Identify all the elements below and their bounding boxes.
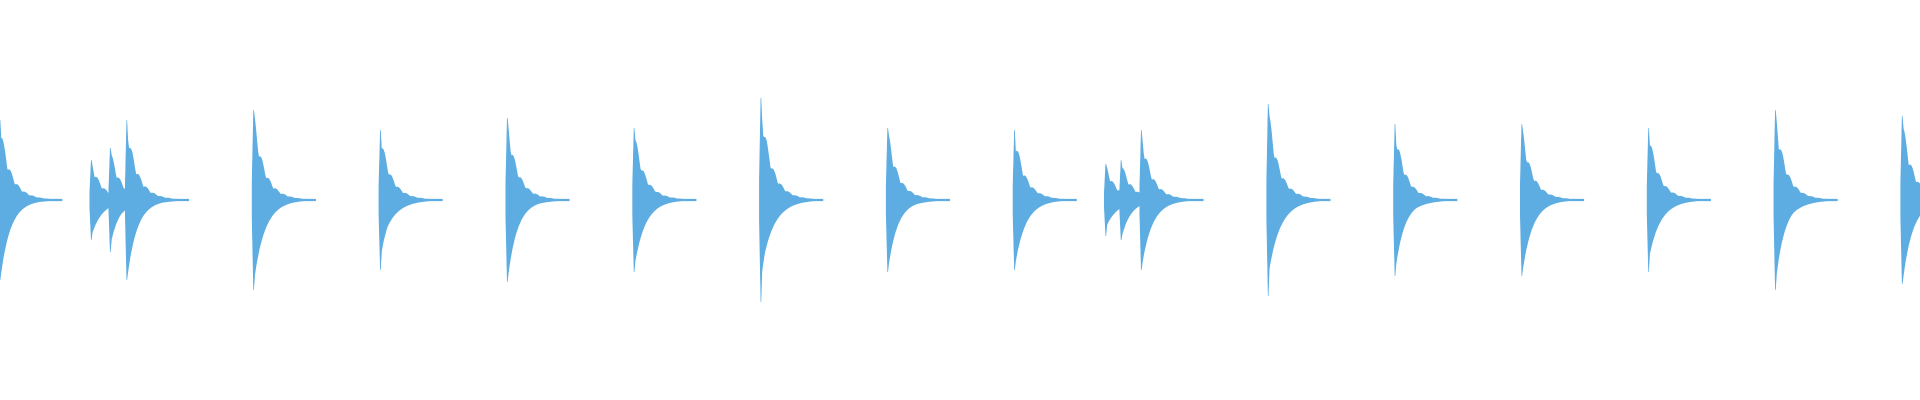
waveform-hit <box>0 119 63 281</box>
waveform-hit <box>1266 103 1331 297</box>
waveform-hit <box>1773 109 1838 291</box>
waveform-hit <box>759 97 824 303</box>
waveform-hit <box>1393 123 1458 277</box>
waveform-hit <box>378 129 443 271</box>
waveform-hit <box>1646 127 1711 273</box>
waveform-hit <box>125 119 190 281</box>
waveform-hit <box>505 117 570 283</box>
waveform-hit <box>1139 129 1204 271</box>
waveform-hit <box>632 127 697 273</box>
waveform-hit <box>251 109 316 291</box>
waveform-hit <box>1900 115 1920 285</box>
waveform-hit <box>885 127 950 273</box>
waveform-hit <box>1012 129 1077 271</box>
waveform-hit <box>1520 123 1585 277</box>
